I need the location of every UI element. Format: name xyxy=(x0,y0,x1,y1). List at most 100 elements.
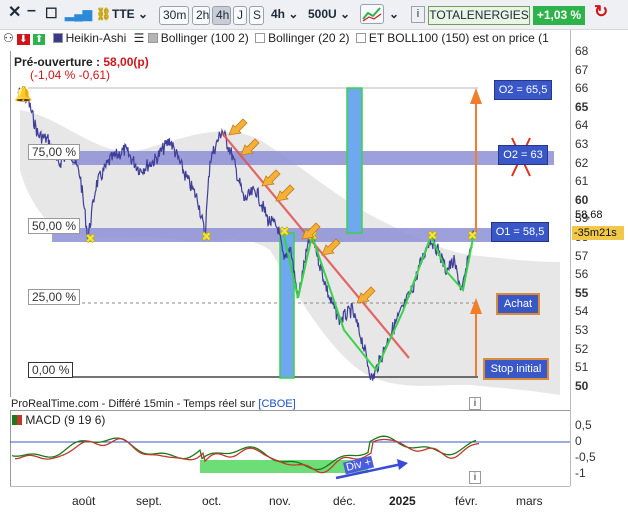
price-tick-label: 63 xyxy=(575,137,589,151)
wave-zigzag xyxy=(282,230,474,372)
change-badge: +1,03 % xyxy=(533,6,585,25)
info-icon[interactable]: i xyxy=(469,397,481,410)
gap-box-down xyxy=(279,232,295,379)
price-tick-label: 68 xyxy=(575,44,589,58)
info-icon[interactable]: i xyxy=(411,6,425,23)
fib-band-75 xyxy=(72,151,554,165)
macd-highlight-box xyxy=(200,460,368,473)
tf-day-button[interactable]: J xyxy=(233,6,247,25)
signal-arrows xyxy=(228,118,376,304)
heikin-ashi-label[interactable]: Heikin-Ashi xyxy=(65,31,127,45)
chart-type-button[interactable] xyxy=(360,4,384,24)
macd-tick-label: 0 xyxy=(575,434,582,448)
signal-arrow xyxy=(240,138,260,156)
price-pane[interactable] xyxy=(10,51,570,397)
fib-band-50 xyxy=(52,228,492,242)
instrument-name[interactable]: TOTALENERGIES xyxy=(428,6,530,25)
gap-box-up xyxy=(346,87,363,234)
macd-tick-label: -1 xyxy=(575,466,586,480)
macd-signal-line xyxy=(14,437,480,474)
source-link[interactable]: [CBOE] xyxy=(258,398,296,410)
signal-arrow xyxy=(261,169,281,187)
time-axis[interactable]: août sept. oct. nov. déc. 2025 févr. mars xyxy=(10,486,570,517)
bollinger-100-label[interactable]: Bollinger (100 2) xyxy=(160,31,249,45)
price-tick-label: 57 xyxy=(575,248,589,263)
bb3-swatch xyxy=(355,33,366,43)
tf-week-button[interactable]: S xyxy=(249,6,264,25)
target-arrow-2-head xyxy=(470,298,482,314)
price-tick-label: 66 xyxy=(575,81,589,96)
price-axis[interactable]: 686766656463626160595857565554535251500,… xyxy=(570,30,628,486)
macd-swatch-icon xyxy=(12,415,22,425)
tf-30m-button[interactable]: 30m xyxy=(159,6,189,25)
price-tick-label: 55 xyxy=(575,285,589,300)
tf-4h-button[interactable]: 4h xyxy=(212,6,231,25)
preopen-change: (-1,04 % -0,61) xyxy=(30,68,111,82)
signal-icon[interactable]: ▂▄▆ xyxy=(65,7,92,21)
alert-bell-icon[interactable]: 🔔 xyxy=(14,85,33,103)
units-select[interactable]: 500U ⌄ xyxy=(308,7,351,21)
macd-pane[interactable] xyxy=(10,410,570,486)
info-icon[interactable]: i xyxy=(469,471,481,484)
price-tick-label: 60 xyxy=(575,192,589,207)
time-tick-label: déc. xyxy=(333,494,356,508)
price-tick-label: 52 xyxy=(575,341,589,356)
time-tick-label: 2025 xyxy=(389,494,416,508)
buy-label[interactable]: Achat xyxy=(496,293,540,315)
swing-marker: ✖ xyxy=(85,232,96,247)
symbol-select[interactable]: TTE ⌄ xyxy=(112,7,149,21)
target-o2-label[interactable]: O2 = 63 xyxy=(498,145,548,165)
divergence-arrow xyxy=(335,462,403,480)
toolbar: ✕ – ☐ ▂▄▆ ⛓ TTE ⌄ 30m 2h 4h J S 4h ⌄ 500… xyxy=(0,0,628,30)
maximize-icon[interactable]: ☐ xyxy=(45,5,58,21)
bollinger-20-label[interactable]: Bollinger (20 2) xyxy=(268,31,350,45)
link-icon[interactable]: ⛓ xyxy=(96,7,112,21)
time-tick-label: oct. xyxy=(202,494,222,508)
target-o1-label[interactable]: O1 = 58,5 xyxy=(491,222,549,242)
signal-arrow xyxy=(321,238,341,256)
price-tick-label: 53 xyxy=(575,323,589,337)
interval-select[interactable]: 4h ⌄ xyxy=(271,7,299,21)
et-boll-label[interactable]: ET BOLL100 (150) xyxy=(368,31,470,45)
price-tick-label: 64 xyxy=(575,118,589,133)
swing-marker: ✖ xyxy=(201,230,212,245)
price-tick-label: 50 xyxy=(575,378,589,393)
minimize-icon[interactable]: – xyxy=(27,2,36,19)
close-icon[interactable]: ✕ xyxy=(8,4,22,21)
indicator-bar: ⚇ ⬇ ⬆ Heikin-Ashi ☰ Bollinger (100 2) Bo… xyxy=(0,31,570,51)
time-tick-label: mars xyxy=(516,494,543,508)
divergence-arrow-head xyxy=(397,459,408,470)
drawing-tools-icon[interactable]: ⚇ xyxy=(3,31,14,45)
refresh-icon[interactable]: ↻ xyxy=(594,2,609,21)
price-tick-label: 59 xyxy=(575,211,589,226)
price-tick-label: 65 xyxy=(575,99,589,114)
target-o2-top-label[interactable]: O2 = 65,5 xyxy=(494,80,552,100)
bar-timer: -35m21s xyxy=(572,226,624,240)
price-tick-label: 51 xyxy=(575,360,589,375)
preopen-price: 58,00(p) xyxy=(103,55,149,69)
price-tick-label: 67 xyxy=(575,62,589,77)
arrow-up-icon[interactable]: ⬆ xyxy=(32,34,46,45)
list-icon[interactable]: ☰ xyxy=(133,31,145,45)
chart-line-icon xyxy=(362,7,382,22)
macd-tick-label: -0,5 xyxy=(575,450,596,464)
stop-label[interactable]: Stop initial xyxy=(483,358,549,380)
signal-arrow xyxy=(301,222,321,240)
time-tick-label: sept. xyxy=(136,494,163,508)
swing-marker: ✖ xyxy=(427,229,438,244)
extra-indicator-label[interactable]: est on price (1 xyxy=(472,31,549,45)
fib-label-25: 25,00 % xyxy=(28,289,81,305)
price-tick-label: 62 xyxy=(575,155,589,170)
price-tick-label: 61 xyxy=(575,174,589,189)
macd-title: MACD (9 19 6) xyxy=(12,413,106,427)
arrow-down-icon[interactable]: ⬇ xyxy=(17,34,30,45)
target-arrow-1-head xyxy=(470,88,482,104)
tf-2h-button[interactable]: 2h xyxy=(192,6,210,25)
preopen-label: Pré-ouverture : 58,00(p) xyxy=(12,54,151,70)
price-tick-label: 54 xyxy=(575,304,589,319)
time-tick-label: août xyxy=(72,494,96,508)
chart-type-dropdown[interactable]: ⌄ xyxy=(389,7,400,21)
price-line xyxy=(17,87,474,381)
signal-arrow xyxy=(228,118,248,136)
